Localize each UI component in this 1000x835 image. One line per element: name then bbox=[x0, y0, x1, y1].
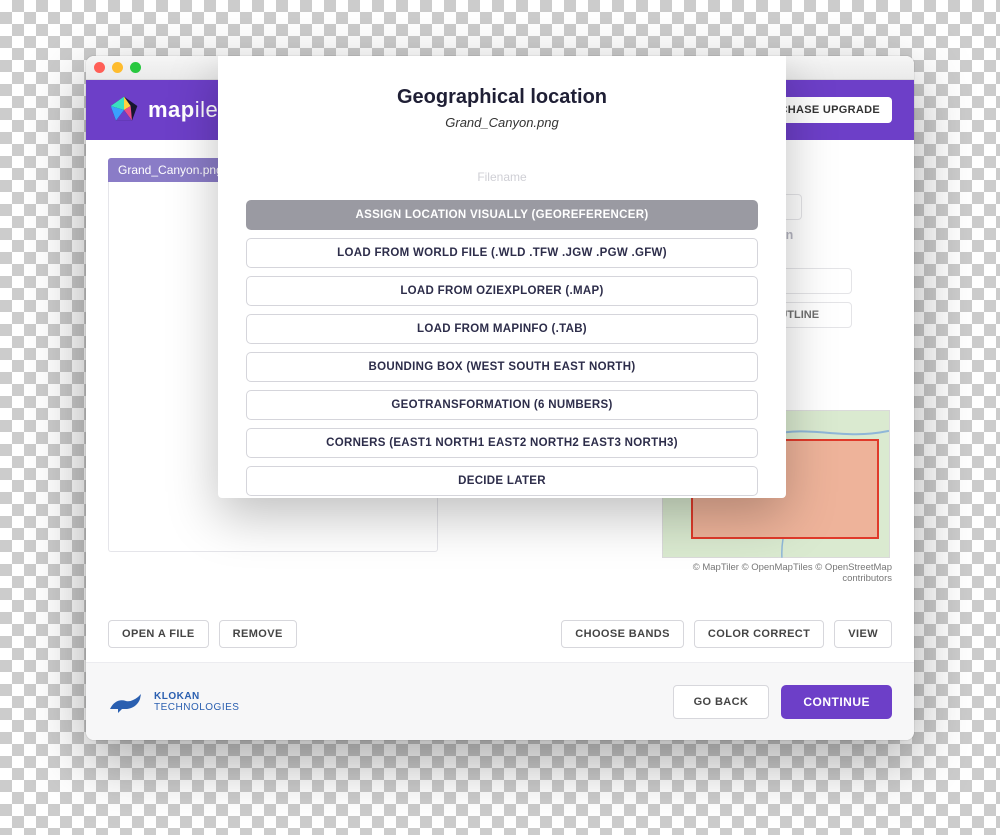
company-name-2: TECHNOLOGIES bbox=[154, 702, 239, 713]
zoom-icon[interactable] bbox=[130, 62, 141, 73]
company-name-1: KLOKAN bbox=[154, 691, 200, 702]
modal-option-1[interactable]: LOAD FROM WORLD FILE (.WLD .TFW .JGW .PG… bbox=[246, 238, 758, 268]
modal-option-6[interactable]: CORNERS (EAST1 NORTH1 EAST2 NORTH2 EAST3… bbox=[246, 428, 758, 458]
choose-bands-button[interactable]: CHOOSE BANDS bbox=[561, 620, 684, 648]
geo-location-modal: Geographical location Grand_Canyon.png F… bbox=[218, 56, 786, 498]
company-logo: KLOKAN TECHNOLOGIES bbox=[108, 691, 239, 713]
bottom-toolbar: OPEN A FILE REMOVE CHOOSE BANDS COLOR CO… bbox=[86, 608, 914, 648]
modal-option-3[interactable]: LOAD FROM MAPINFO (.TAB) bbox=[246, 314, 758, 344]
open-file-button[interactable]: OPEN A FILE bbox=[108, 620, 209, 648]
modal-option-2[interactable]: LOAD FROM OZIEXPLORER (.MAP) bbox=[246, 276, 758, 306]
modal-faded-label: Filename bbox=[246, 170, 758, 184]
go-back-button[interactable]: GO BACK bbox=[673, 685, 770, 719]
view-button[interactable]: VIEW bbox=[834, 620, 892, 648]
modal-option-5[interactable]: GEOTRANSFORMATION (6 NUMBERS) bbox=[246, 390, 758, 420]
modal-option-0[interactable]: ASSIGN LOCATION VISUALLY (GEOREFERENCER) bbox=[246, 200, 758, 230]
map-attribution: © MapTiler © OpenMapTiles © OpenStreetMa… bbox=[662, 562, 892, 584]
app-window: MapTiler Desktop Free 9.1 - Generate ras… bbox=[86, 56, 914, 740]
modal-option-4[interactable]: BOUNDING BOX (WEST SOUTH EAST NORTH) bbox=[246, 352, 758, 382]
modal-options-list: ASSIGN LOCATION VISUALLY (GEOREFERENCER)… bbox=[246, 200, 758, 496]
footer: KLOKAN TECHNOLOGIES GO BACK CONTINUE bbox=[86, 662, 914, 740]
modal-option-7[interactable]: DECIDE LATER bbox=[246, 466, 758, 496]
logo-icon bbox=[108, 94, 140, 126]
kangaroo-icon bbox=[108, 691, 144, 713]
modal-filename: Grand_Canyon.png bbox=[246, 115, 758, 130]
close-icon[interactable] bbox=[94, 62, 105, 73]
color-correct-button[interactable]: COLOR CORRECT bbox=[694, 620, 824, 648]
window-controls bbox=[94, 62, 141, 73]
minimize-icon[interactable] bbox=[112, 62, 123, 73]
modal-title: Geographical location bbox=[246, 86, 758, 109]
remove-button[interactable]: REMOVE bbox=[219, 620, 297, 648]
continue-button[interactable]: CONTINUE bbox=[781, 685, 892, 719]
